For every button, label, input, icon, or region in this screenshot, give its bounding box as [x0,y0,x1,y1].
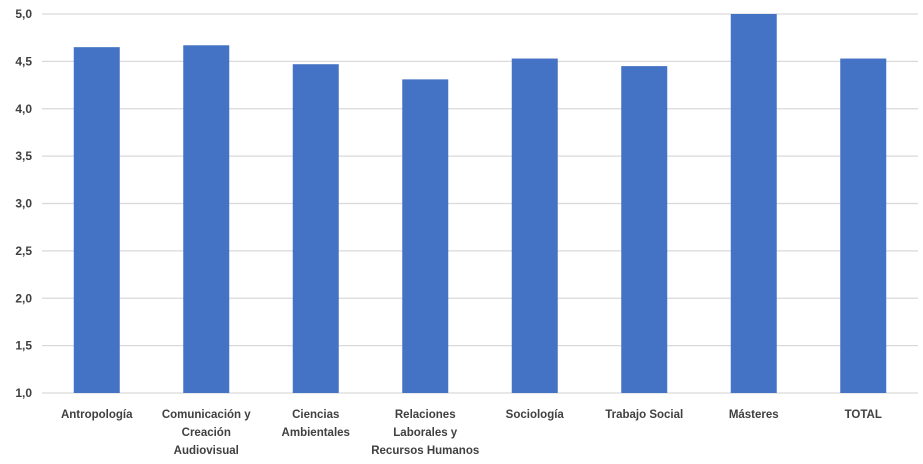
gridlines [42,13,918,394]
y-tick-label: 4,5 [15,54,32,68]
x-category-label: Sociología [506,409,565,421]
x-category-label: Relaciones [395,409,456,421]
y-tick-label: 3,0 [15,197,32,211]
y-tick-label: 5,0 [15,7,32,21]
y-tick-label: 2,5 [15,244,32,258]
y-tick-label: 4,0 [15,102,32,116]
x-category-label: Creación [182,427,231,439]
bar [292,64,339,393]
bar [730,14,777,393]
x-category-label: Comunicación y [162,409,251,421]
x-category-label: Recursos Humanos [371,445,479,457]
y-tick-label: 1,0 [15,386,32,400]
x-category-label: Audiovisual [174,445,239,457]
x-category-label: Antropología [61,409,133,421]
bars [73,14,887,394]
x-category-label: Ciencias [292,409,339,421]
x-category-label: Másteres [729,409,779,421]
bar [183,45,230,394]
y-axis-tick-labels: 1,0 1,5 2,0 2,5 3,0 3,5 4,0 4,5 5,0 [15,7,32,400]
bar [73,47,120,393]
y-tick-label: 3,5 [15,149,32,163]
bar [402,79,449,393]
y-tick-label: 2,0 [15,291,32,305]
bar [511,58,558,393]
x-axis-category-labels: Antropología Comunicación y Creación Audiov… [61,409,882,457]
bar [621,66,668,394]
x-category-label: Ambientales [282,427,350,439]
x-category-label: TOTAL [845,409,882,421]
bar [840,58,887,393]
y-tick-label: 1,5 [15,339,32,353]
x-category-label: Trabajo Social [605,409,683,421]
x-category-label: Laborales y [393,427,458,439]
